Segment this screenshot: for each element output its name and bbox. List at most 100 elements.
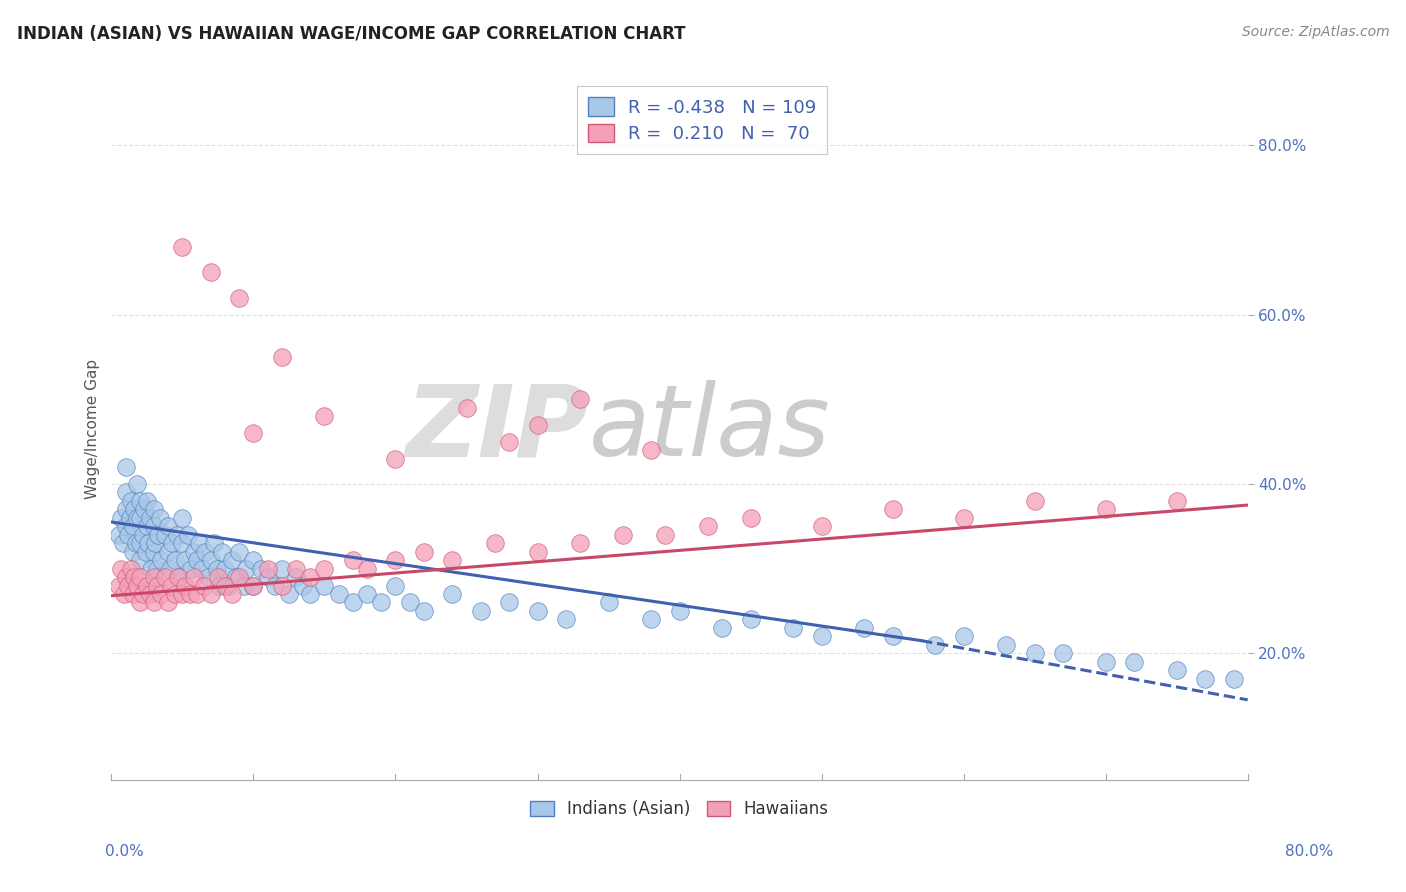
Point: [172, 240, 194, 254]
Point: [441, 587, 464, 601]
Point: [214, 578, 236, 592]
Point: [207, 570, 229, 584]
Point: [882, 629, 904, 643]
Point: [155, 527, 177, 541]
Point: [569, 392, 592, 407]
Point: [150, 587, 173, 601]
Point: [141, 561, 163, 575]
Point: [128, 493, 150, 508]
Text: 0.0%: 0.0%: [105, 845, 145, 859]
Point: [120, 561, 142, 575]
Point: [145, 536, 167, 550]
Point: [270, 561, 292, 575]
Point: [740, 612, 762, 626]
Point: [131, 587, 153, 601]
Point: [107, 578, 129, 592]
Text: atlas: atlas: [589, 380, 831, 477]
Point: [228, 544, 250, 558]
Point: [172, 510, 194, 524]
Point: [384, 451, 406, 466]
Point: [128, 510, 150, 524]
Point: [299, 587, 322, 601]
Point: [114, 502, 136, 516]
Point: [412, 604, 434, 618]
Point: [740, 510, 762, 524]
Point: [157, 544, 180, 558]
Point: [370, 595, 392, 609]
Point: [228, 291, 250, 305]
Point: [132, 502, 155, 516]
Point: [112, 587, 135, 601]
Point: [235, 561, 257, 575]
Point: [118, 510, 141, 524]
Point: [191, 561, 214, 575]
Point: [1024, 646, 1046, 660]
Point: [135, 519, 157, 533]
Point: [356, 587, 378, 601]
Point: [200, 553, 222, 567]
Point: [180, 561, 202, 575]
Point: [183, 570, 205, 584]
Point: [569, 536, 592, 550]
Point: [221, 553, 243, 567]
Point: [299, 570, 322, 584]
Point: [612, 527, 634, 541]
Point: [398, 595, 420, 609]
Point: [640, 612, 662, 626]
Point: [384, 553, 406, 567]
Point: [668, 604, 690, 618]
Point: [148, 527, 170, 541]
Point: [555, 612, 578, 626]
Point: [228, 570, 250, 584]
Point: [924, 638, 946, 652]
Point: [143, 519, 166, 533]
Point: [412, 544, 434, 558]
Point: [498, 595, 520, 609]
Point: [125, 578, 148, 592]
Point: [256, 570, 278, 584]
Point: [143, 544, 166, 558]
Point: [456, 401, 478, 415]
Point: [128, 570, 150, 584]
Text: ZIP: ZIP: [406, 380, 589, 477]
Point: [270, 350, 292, 364]
Point: [342, 553, 364, 567]
Point: [498, 434, 520, 449]
Point: [242, 426, 264, 441]
Point: [139, 587, 162, 601]
Point: [232, 578, 254, 592]
Point: [314, 578, 336, 592]
Point: [128, 595, 150, 609]
Point: [165, 553, 187, 567]
Point: [263, 578, 285, 592]
Point: [328, 587, 350, 601]
Point: [952, 510, 974, 524]
Text: Source: ZipAtlas.com: Source: ZipAtlas.com: [1241, 25, 1389, 39]
Point: [200, 265, 222, 279]
Point: [110, 510, 132, 524]
Point: [111, 536, 134, 550]
Point: [114, 570, 136, 584]
Point: [157, 595, 180, 609]
Point: [470, 604, 492, 618]
Point: [183, 544, 205, 558]
Point: [654, 527, 676, 541]
Point: [205, 561, 228, 575]
Point: [135, 493, 157, 508]
Point: [172, 536, 194, 550]
Point: [114, 519, 136, 533]
Point: [782, 621, 804, 635]
Point: [174, 578, 197, 592]
Point: [526, 417, 548, 432]
Point: [131, 527, 153, 541]
Point: [120, 493, 142, 508]
Point: [1052, 646, 1074, 660]
Point: [208, 578, 231, 592]
Point: [169, 570, 191, 584]
Point: [810, 629, 832, 643]
Point: [225, 570, 247, 584]
Point: [172, 587, 194, 601]
Point: [214, 561, 236, 575]
Point: [314, 561, 336, 575]
Point: [124, 536, 146, 550]
